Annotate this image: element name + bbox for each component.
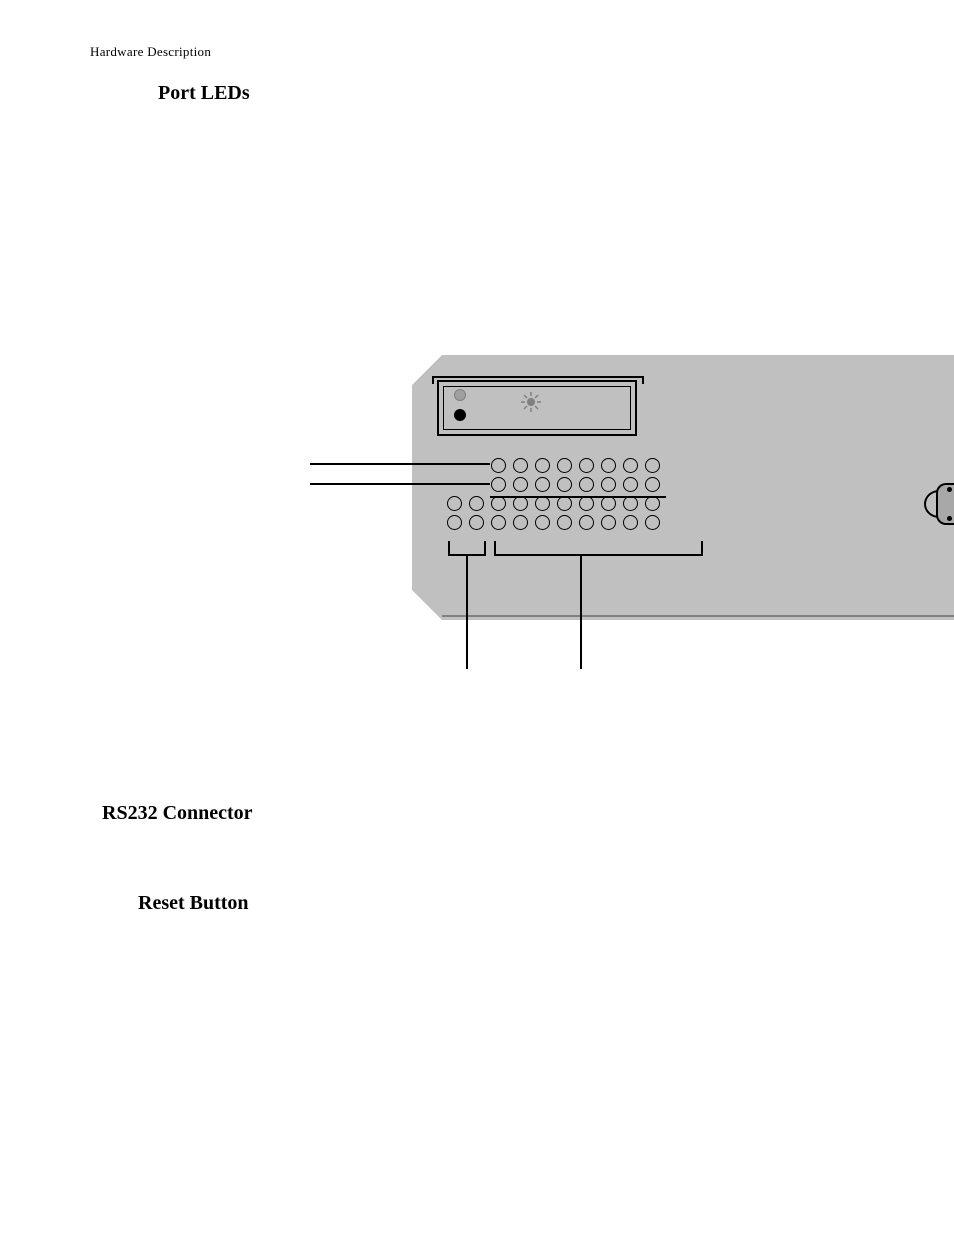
header-section-label: Hardware Description [90, 44, 211, 60]
port-led [623, 515, 638, 530]
bottom-bracket2-right [701, 541, 703, 554]
port-led [469, 515, 484, 530]
bottom-bracket1-left [448, 541, 450, 554]
port-led [557, 458, 572, 473]
port-led [513, 496, 528, 511]
port-led [645, 458, 660, 473]
port-led [535, 515, 550, 530]
display-bracket-top [432, 376, 644, 378]
led-row-2 [447, 477, 660, 492]
brightness-icon [520, 391, 542, 413]
section-title-reset: Reset Button [138, 892, 249, 915]
bottom-bracket1-right [484, 541, 486, 554]
port-led [579, 496, 594, 511]
port-led [469, 496, 484, 511]
port-led [535, 496, 550, 511]
led-row-1 [447, 458, 660, 473]
port-led [579, 477, 594, 492]
port-led [491, 496, 506, 511]
port-led [535, 458, 550, 473]
bottom-bracket2-bottom [494, 554, 703, 556]
port-led [579, 458, 594, 473]
port-led [447, 496, 462, 511]
port-led [447, 515, 462, 530]
bottom-bracket2-stem [580, 554, 582, 669]
led-row-separator [490, 496, 666, 498]
port-led [513, 515, 528, 530]
port-led [601, 458, 616, 473]
port-led [623, 496, 638, 511]
port-led [645, 496, 660, 511]
callout-line-row2 [310, 483, 490, 485]
port-led [557, 477, 572, 492]
port-led [601, 477, 616, 492]
port-led [645, 515, 660, 530]
callout-line-row1 [310, 463, 490, 465]
port-led [579, 515, 594, 530]
port-led [491, 477, 506, 492]
port-led [513, 477, 528, 492]
device-shadow [442, 615, 954, 617]
bottom-bracket2-left [494, 541, 496, 554]
port-led [601, 496, 616, 511]
led-row-3 [447, 496, 660, 511]
display-led-bottom [454, 409, 466, 421]
connector-screw-bottom [947, 516, 952, 521]
port-led [601, 515, 616, 530]
connector-screw-top [947, 487, 952, 492]
port-led [535, 477, 550, 492]
port-led [491, 458, 506, 473]
port-led [623, 458, 638, 473]
port-led [557, 496, 572, 511]
section-title-port-leds: Port LEDs [158, 82, 250, 105]
port-led [513, 458, 528, 473]
port-led [557, 515, 572, 530]
led-row-4 [447, 515, 660, 530]
port-led [645, 477, 660, 492]
hardware-diagram [412, 355, 954, 620]
port-led [491, 515, 506, 530]
bottom-bracket1-stem [466, 554, 468, 669]
display-led-top [454, 389, 466, 401]
port-led [623, 477, 638, 492]
section-title-rs232: RS232 Connector [102, 802, 253, 825]
